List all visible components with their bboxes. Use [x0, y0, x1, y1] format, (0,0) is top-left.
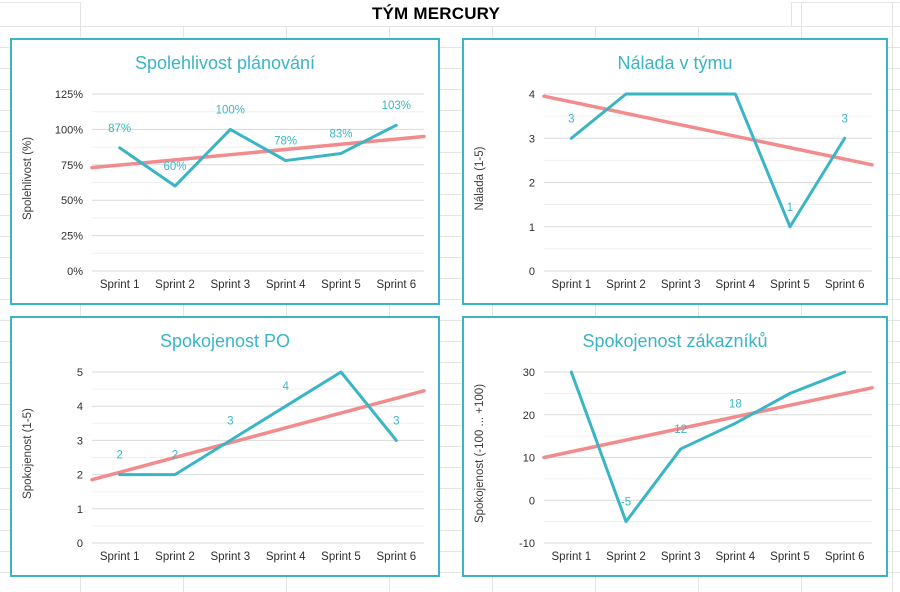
- chart-title-team-mood: Nálada v týmu: [617, 53, 733, 73]
- svg-text:Sprint 2: Sprint 2: [155, 279, 195, 291]
- svg-text:3: 3: [568, 113, 574, 125]
- svg-text:4: 4: [77, 401, 83, 413]
- chart-plot-customer-satisfaction: -10 0 10 20 30 -5 12 18 Sprint 1 Sprint 2 Sprint 3…: [474, 367, 874, 563]
- chart-card-po-satisfaction[interactable]: Spokojenost PO 0 1 2 3 4 5 2 2 3 4 3 Sprint 1 Sprint…: [10, 316, 440, 577]
- svg-text:2: 2: [116, 450, 122, 462]
- svg-text:Sprint 6: Sprint 6: [377, 279, 417, 291]
- page-title: TÝM MERCURY: [371, 4, 501, 23]
- svg-text:0: 0: [529, 495, 535, 507]
- svg-text:2: 2: [172, 450, 178, 462]
- svg-text:Sprint 4: Sprint 4: [716, 279, 756, 291]
- svg-text:50%: 50%: [61, 195, 83, 207]
- svg-text:2: 2: [77, 470, 83, 482]
- svg-text:Sprint 1: Sprint 1: [100, 551, 140, 563]
- svg-text:-10: -10: [519, 538, 535, 550]
- svg-text:Sprint 3: Sprint 3: [211, 279, 251, 291]
- svg-text:78%: 78%: [274, 136, 297, 148]
- svg-text:1: 1: [77, 504, 83, 516]
- svg-text:Spokojenost (1-5): Spokojenost (1-5): [22, 408, 34, 499]
- chart-plot-planning-reliability: 0% 25% 50% 75% 100% 125% 87% 60% 100% 78% 83% 103% S…: [22, 89, 426, 291]
- svg-text:3: 3: [529, 133, 535, 145]
- svg-text:3: 3: [77, 435, 83, 447]
- chart-title-customer-satisfaction: Spokojenost zákazníků: [582, 331, 768, 351]
- svg-text:100%: 100%: [55, 124, 83, 136]
- svg-text:75%: 75%: [61, 160, 83, 172]
- svg-text:Spolehlivost (%): Spolehlivost (%): [22, 137, 34, 220]
- svg-text:4: 4: [529, 89, 535, 101]
- svg-text:Nálada (1-5): Nálada (1-5): [474, 146, 486, 210]
- svg-text:-5: -5: [621, 497, 631, 509]
- svg-text:3: 3: [393, 415, 399, 427]
- svg-text:Sprint 1: Sprint 1: [100, 279, 140, 291]
- svg-text:100%: 100%: [216, 104, 245, 116]
- sheet-column-divider: [892, 2, 893, 592]
- svg-text:0: 0: [529, 266, 535, 278]
- svg-text:4: 4: [282, 381, 289, 393]
- svg-text:18: 18: [729, 398, 742, 410]
- svg-text:3: 3: [227, 415, 233, 427]
- svg-text:Sprint 2: Sprint 2: [606, 551, 646, 563]
- svg-text:Sprint 6: Sprint 6: [377, 551, 417, 563]
- svg-text:2: 2: [529, 178, 535, 190]
- svg-text:3: 3: [841, 113, 847, 125]
- svg-text:Sprint 5: Sprint 5: [321, 279, 361, 291]
- svg-text:1: 1: [787, 202, 793, 214]
- svg-text:83%: 83%: [329, 128, 352, 140]
- svg-text:Sprint 5: Sprint 5: [321, 551, 361, 563]
- chart-title-po-satisfaction: Spokojenost PO: [159, 331, 291, 351]
- svg-text:Sprint 4: Sprint 4: [266, 551, 306, 563]
- svg-text:103%: 103%: [382, 100, 411, 112]
- svg-text:1: 1: [529, 222, 535, 234]
- chart-plot-team-mood: 0 1 2 3 4 3 1 3 Sprint 1 Sprint 2 Sprint 3 Sprint 4…: [474, 89, 874, 291]
- chart-card-planning-reliability[interactable]: Spolehlivost plánování 0% 25% 50% 75% 100% 12…: [10, 38, 440, 305]
- svg-text:Sprint 1: Sprint 1: [552, 279, 592, 291]
- svg-text:5: 5: [77, 367, 83, 379]
- svg-text:Sprint 2: Sprint 2: [606, 279, 646, 291]
- svg-text:Sprint 1: Sprint 1: [552, 551, 592, 563]
- svg-text:60%: 60%: [163, 161, 186, 173]
- svg-text:Sprint 3: Sprint 3: [661, 279, 701, 291]
- svg-text:Spokojenost (-100 ... +100): Spokojenost (-100 ... +100): [474, 384, 486, 523]
- svg-text:Sprint 2: Sprint 2: [155, 551, 195, 563]
- svg-text:Sprint 5: Sprint 5: [770, 279, 810, 291]
- svg-text:Sprint 4: Sprint 4: [266, 279, 306, 291]
- svg-text:25%: 25%: [61, 231, 83, 243]
- svg-text:Sprint 6: Sprint 6: [825, 279, 865, 291]
- svg-text:0%: 0%: [67, 266, 83, 278]
- svg-text:0: 0: [77, 538, 83, 550]
- svg-text:20: 20: [523, 410, 535, 422]
- svg-text:30: 30: [523, 367, 535, 379]
- chart-card-customer-satisfaction[interactable]: Spokojenost zákazníků -10 0 10 20 30 -5 12 18 Sp…: [462, 316, 888, 577]
- svg-text:Sprint 5: Sprint 5: [770, 551, 810, 563]
- chart-title-planning-reliability: Spolehlivost plánování: [134, 53, 316, 73]
- svg-text:125%: 125%: [55, 89, 83, 101]
- svg-text:87%: 87%: [108, 123, 131, 135]
- sheet-title-cell[interactable]: TÝM MERCURY: [80, 2, 792, 26]
- svg-text:Sprint 3: Sprint 3: [661, 551, 701, 563]
- svg-text:10: 10: [523, 453, 535, 465]
- svg-text:Sprint 3: Sprint 3: [211, 551, 251, 563]
- chart-card-team-mood[interactable]: Nálada v týmu 0 1 2 3 4 3 1 3 Sprint 1 Sprint 2 Sp…: [462, 38, 888, 305]
- svg-text:Sprint 6: Sprint 6: [825, 551, 865, 563]
- svg-text:12: 12: [674, 424, 687, 436]
- svg-text:Sprint 4: Sprint 4: [716, 551, 756, 563]
- chart-plot-po-satisfaction: 0 1 2 3 4 5 2 2 3 4 3 Sprint 1 Sprint 2 Sprint 3 Sprin…: [22, 367, 426, 563]
